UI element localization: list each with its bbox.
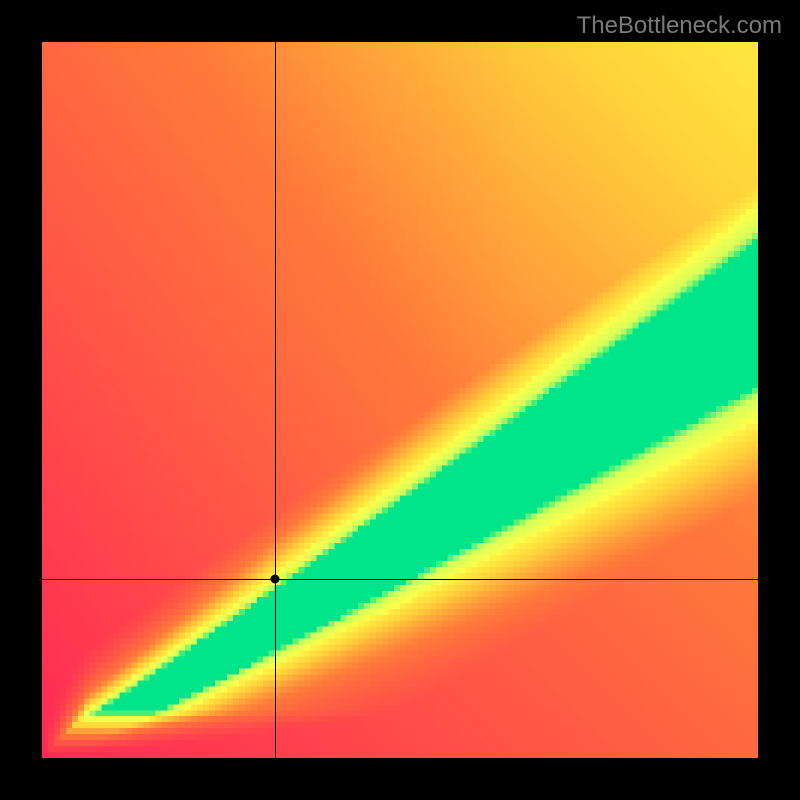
heatmap-chart xyxy=(42,42,758,758)
watermark: TheBottleneck.com xyxy=(577,12,782,40)
heatmap-canvas xyxy=(42,42,758,758)
crosshair-marker-dot xyxy=(270,575,279,584)
crosshair-horizontal xyxy=(42,579,758,580)
crosshair-vertical xyxy=(275,42,276,758)
